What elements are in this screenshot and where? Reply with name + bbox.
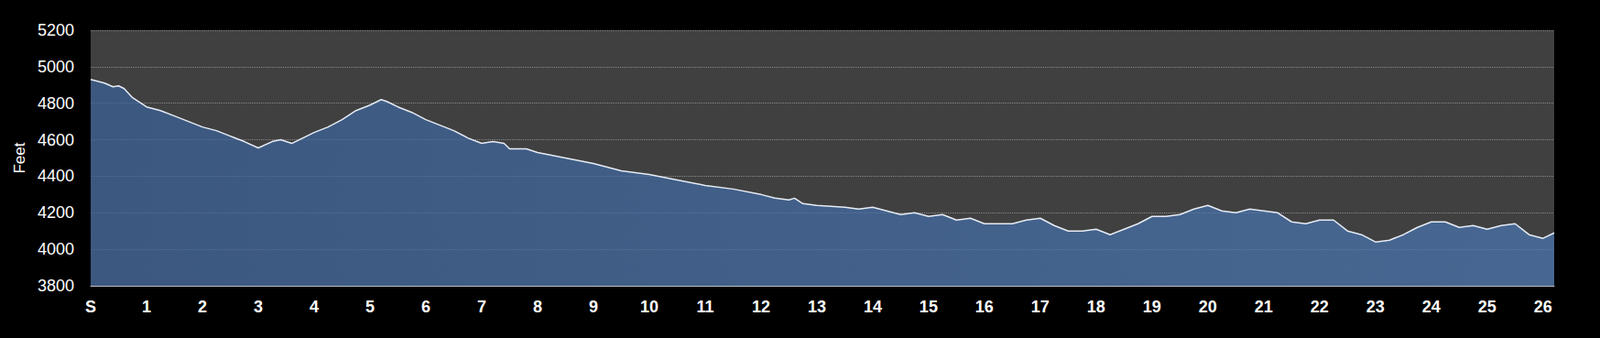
svg-text:4600: 4600 <box>37 130 75 150</box>
svg-text:11: 11 <box>696 297 714 316</box>
svg-text:9: 9 <box>588 297 599 316</box>
svg-text:13: 13 <box>807 297 827 316</box>
svg-text:15: 15 <box>919 297 938 316</box>
svg-text:25: 25 <box>1478 297 1497 316</box>
svg-text:10: 10 <box>640 297 659 316</box>
svg-text:12: 12 <box>751 297 771 316</box>
svg-text:23: 23 <box>1366 297 1385 316</box>
svg-text:16: 16 <box>975 297 994 316</box>
svg-text:Feet: Feet <box>10 141 29 174</box>
svg-text:17: 17 <box>1031 297 1050 316</box>
svg-text:24: 24 <box>1422 297 1441 316</box>
svg-text:4200: 4200 <box>37 203 75 222</box>
svg-text:4800: 4800 <box>37 94 75 113</box>
svg-text:14: 14 <box>863 297 882 316</box>
svg-text:S: S <box>85 297 97 316</box>
svg-text:21: 21 <box>1254 297 1274 316</box>
svg-text:20: 20 <box>1198 297 1218 316</box>
svg-text:3800: 3800 <box>37 276 75 295</box>
svg-text:4: 4 <box>309 297 319 316</box>
svg-text:18: 18 <box>1087 297 1106 316</box>
svg-text:2: 2 <box>197 297 207 316</box>
svg-text:26: 26 <box>1534 297 1553 316</box>
svg-text:3: 3 <box>253 297 263 316</box>
svg-text:19: 19 <box>1142 297 1162 316</box>
svg-text:4400: 4400 <box>37 166 75 186</box>
svg-text:22: 22 <box>1310 297 1329 316</box>
svg-text:8: 8 <box>533 297 543 316</box>
svg-text:5: 5 <box>365 297 375 316</box>
svg-text:4000: 4000 <box>37 239 75 259</box>
svg-text:1: 1 <box>141 297 152 316</box>
svg-text:5200: 5200 <box>37 21 75 40</box>
svg-text:5000: 5000 <box>37 57 75 77</box>
svg-text:6: 6 <box>421 297 431 316</box>
svg-text:7: 7 <box>477 297 487 316</box>
